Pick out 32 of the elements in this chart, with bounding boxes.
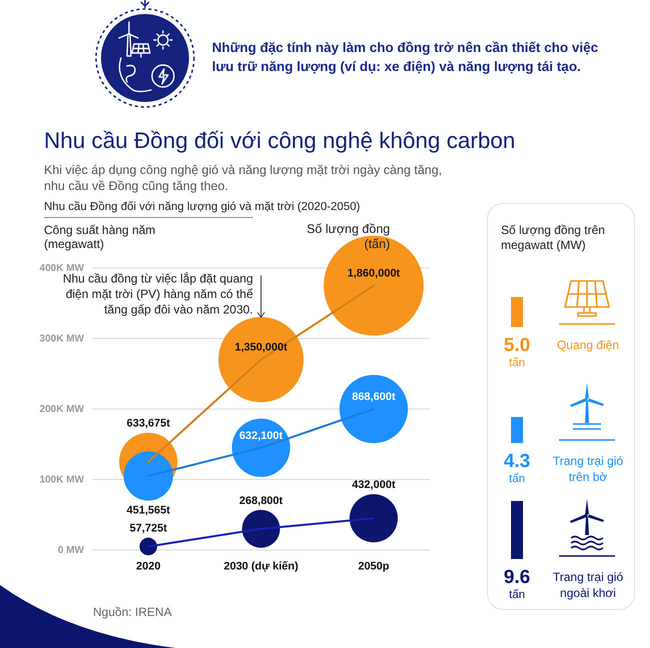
x-tick-label: 2020	[136, 560, 161, 573]
data-label: 432,000t	[352, 479, 396, 492]
y-tick-label: 200K MW	[40, 404, 85, 415]
category-label: Trang trại gió ngoài khơi	[552, 569, 624, 601]
category-label: Quang điện	[556, 337, 620, 353]
text: Số lượng đồng (tấn)	[306, 222, 390, 252]
data-label: 268,800t	[239, 494, 284, 507]
data-label: 1,350,000t	[234, 342, 288, 354]
data-label: 451,565t	[126, 504, 170, 517]
chart-subtitle: Khi việc áp dụng công nghệ gió và năng lượng mặt trời ngày càng tăng, nhu cầu về Đồng cũng tăng theo.	[44, 162, 443, 194]
data-label: 633,675t	[126, 418, 170, 430]
y-axis-title: Công suất hàng năm (megawatt)	[44, 223, 156, 251]
y-tick-label: 400K MW	[40, 262, 85, 274]
data-label: 5.0 tấn	[502, 335, 532, 370]
annotation: Nhu cầu đồng từ việc lắp đặt quang điện mặt trời (PV) hàng năm có thể tăng gấp đôi vào năm 2030.	[62, 272, 254, 317]
data-label: 4.3 tấn	[502, 451, 532, 486]
chart-title: Nhu cầu Đồng đối với công nghệ không carbon	[44, 127, 516, 155]
text: Nhu cầu Đồng đối với năng lượng gió và mặt trời (2020-2050)	[44, 200, 362, 215]
data-label: 632,100t	[239, 430, 284, 442]
data-label: 868,600t	[352, 391, 396, 404]
data-label: 9.6 tấn	[502, 567, 532, 602]
data-label: 1,860,000t	[347, 268, 400, 280]
data-label: 57,725t	[130, 522, 168, 535]
x-tick-label: 2030 (dự kiến)	[224, 560, 299, 573]
y-tick-label: 300K MW	[40, 333, 85, 344]
y-tick-label: 0 MW	[58, 544, 85, 556]
x-tick-label: 2050p	[358, 560, 390, 573]
text: Nguồn: IRENA	[93, 604, 173, 620]
text: Số lượng đồng trên megawatt (MW)	[501, 223, 606, 253]
text: Những đặc tính này làm cho đồng trở nên cần thiết cho việc lưu trữ năng lượng (ví dụ: xe điện) và năng lượng tái tạo.	[212, 39, 600, 76]
y-tick-label: 100K MW	[40, 474, 85, 486]
category-label: Trang trại gió trên bờ	[552, 453, 624, 485]
